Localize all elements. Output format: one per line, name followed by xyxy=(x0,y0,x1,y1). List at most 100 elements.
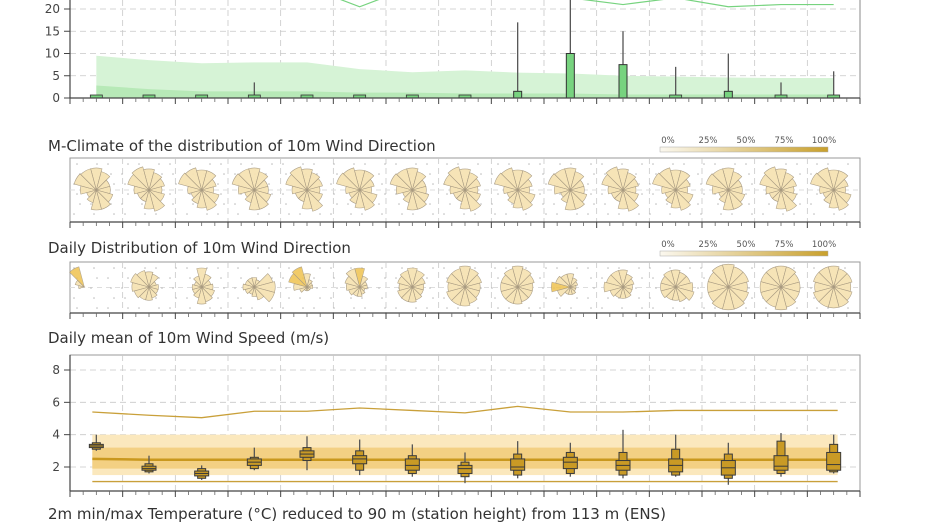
ensemble-box xyxy=(194,465,210,480)
legend-label: 50% xyxy=(737,136,756,146)
rose-sector xyxy=(547,173,572,191)
rose-sector xyxy=(201,170,217,192)
wind-rose xyxy=(813,265,853,309)
wind-rose xyxy=(130,270,159,301)
rose-sector xyxy=(658,167,677,192)
mclimate-max-line xyxy=(582,0,834,8)
rose-sector xyxy=(336,172,361,191)
daily-rose-panel xyxy=(69,261,861,314)
rose-sector xyxy=(711,285,729,310)
rose-sector xyxy=(464,172,479,192)
rose-sector xyxy=(196,267,207,289)
rose-sector xyxy=(446,286,467,301)
wind-rose xyxy=(231,167,272,211)
rose-sector xyxy=(517,268,532,289)
rose-sector xyxy=(242,283,256,291)
daily-rose-panel-x-axis xyxy=(69,312,861,319)
rose-sector xyxy=(554,168,571,192)
wind-rose xyxy=(178,167,220,211)
rose-sector xyxy=(148,172,163,192)
rose-sector xyxy=(305,178,323,191)
rose-sector xyxy=(780,172,795,192)
rose-sector xyxy=(705,173,730,191)
rose-sector xyxy=(670,188,681,209)
rose-sector xyxy=(718,188,729,203)
rose-sector xyxy=(407,267,418,289)
rose-sector xyxy=(569,277,578,289)
legend-label: 25% xyxy=(699,240,718,250)
rose-sector xyxy=(463,274,482,288)
rose-sector xyxy=(605,166,624,192)
precip-box xyxy=(565,53,575,99)
ensemble-box xyxy=(562,442,578,477)
rose-sector xyxy=(569,171,585,192)
rose-sector xyxy=(833,188,849,211)
rose-sector xyxy=(555,275,572,288)
rose-sector xyxy=(238,168,255,192)
rose-sector xyxy=(193,285,203,299)
rose-sector xyxy=(342,167,361,192)
rose-sector xyxy=(727,271,749,288)
precip-box xyxy=(618,64,628,99)
mclimate-wind-direction-title: M-Climate of the distribution of 10m Win… xyxy=(48,137,436,155)
rose-sector xyxy=(780,188,797,212)
legend-label: 50% xyxy=(737,240,756,250)
rose-sector xyxy=(86,188,97,203)
temperature-title: 2m min/max Temperature (°C) reduced to 9… xyxy=(48,505,666,523)
wind-rose xyxy=(336,167,378,211)
wind-rose xyxy=(705,167,746,211)
rose-sector xyxy=(610,270,624,289)
rose-sector xyxy=(560,188,571,203)
y-tick-label: 15 xyxy=(45,24,60,38)
rose-sector xyxy=(73,173,98,191)
rose-sector xyxy=(244,188,255,203)
rose-sector xyxy=(359,170,375,192)
rose-sector xyxy=(184,167,203,192)
y-tick-label: 5 xyxy=(52,69,60,83)
rose-sector xyxy=(775,188,787,210)
y-tick-label: 0 xyxy=(52,91,60,105)
rose-sector xyxy=(247,277,255,289)
rose-sector xyxy=(516,274,535,288)
y-tick-label: 6 xyxy=(52,395,60,409)
wind-rose xyxy=(73,167,114,211)
ensemble-box xyxy=(510,441,526,479)
rose-sector xyxy=(503,268,519,289)
rose-sector xyxy=(349,188,361,204)
legend-label: 0% xyxy=(661,136,675,146)
rose-sector xyxy=(69,266,85,289)
legend-label: 75% xyxy=(775,136,794,146)
rose-sector xyxy=(191,284,203,290)
mclimate-lower-band xyxy=(96,85,834,98)
rose-sector xyxy=(397,286,414,299)
wind-rose xyxy=(494,167,536,211)
rose-sector xyxy=(652,172,677,191)
wind-rose xyxy=(446,265,482,307)
rose-sector xyxy=(622,273,633,289)
rose-sector xyxy=(569,281,579,288)
y-tick-label: 2 xyxy=(52,460,60,474)
wind-rose xyxy=(443,166,481,212)
rose-sector xyxy=(813,286,835,303)
rose-sector xyxy=(810,172,835,191)
rose-sector xyxy=(201,188,217,211)
rose-sector xyxy=(832,178,849,191)
rose-sector xyxy=(253,285,265,301)
rose-sector xyxy=(231,173,256,191)
rose-sector xyxy=(665,188,677,204)
rose-sector xyxy=(818,266,835,289)
legend-label: 100% xyxy=(812,240,836,250)
wind-rose xyxy=(601,166,639,212)
rose-sector xyxy=(622,172,637,192)
wind-rose xyxy=(551,273,579,297)
rose-sector xyxy=(560,273,571,289)
ensemble-box xyxy=(88,434,104,451)
rose-sector xyxy=(617,188,629,210)
rose-sector xyxy=(763,166,782,192)
ensemble-box xyxy=(773,433,789,477)
rose-sector xyxy=(622,188,639,212)
rose-sector xyxy=(516,178,533,191)
rose-sector xyxy=(305,285,313,289)
wind-rose xyxy=(547,167,588,211)
ensemble-box xyxy=(615,429,631,479)
